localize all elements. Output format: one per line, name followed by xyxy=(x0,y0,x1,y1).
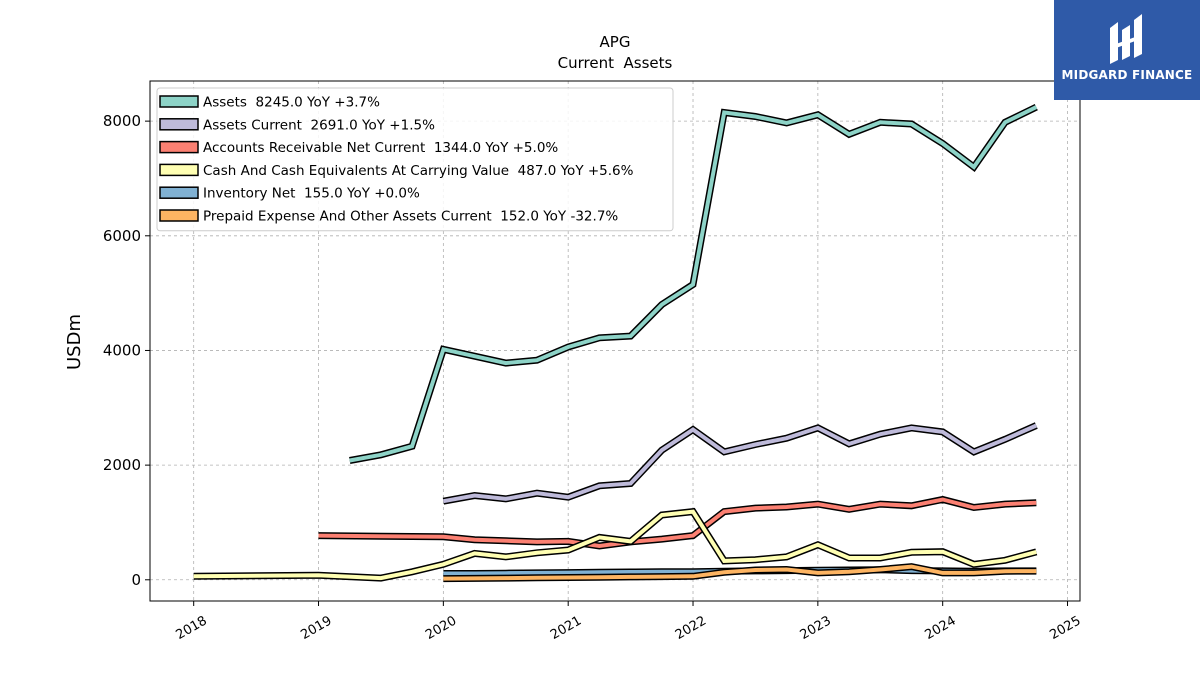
legend-swatch xyxy=(159,140,199,154)
legend-swatch xyxy=(159,186,199,199)
y-axis-label: USDm xyxy=(64,314,85,370)
legend-label: Prepaid Expense And Other Assets Current… xyxy=(203,209,618,225)
legend-swatch xyxy=(159,163,199,177)
x-tick-label: 2022 xyxy=(673,613,709,643)
legend-label: Inventory Net 155.0 YoY +0.0% xyxy=(203,186,420,202)
logo-mark-icon xyxy=(1110,14,1142,64)
x-tick-label: 2021 xyxy=(548,613,584,643)
x-tick-label: 2019 xyxy=(298,613,334,643)
series-line xyxy=(349,103,1038,464)
series-line-stroke xyxy=(443,564,1037,581)
y-tick-label: 2000 xyxy=(103,456,141,474)
x-tick-label: 2023 xyxy=(798,613,834,643)
legend-label: Accounts Receivable Net Current 1344.0 Y… xyxy=(203,140,558,156)
series-line xyxy=(443,563,1037,583)
y-tick-label: 8000 xyxy=(103,112,141,130)
midgard-finance-logo: MIDGARD FINANCE xyxy=(1054,0,1200,100)
chart-subtitle: Current Assets xyxy=(558,54,673,72)
legend-swatch xyxy=(159,209,199,222)
series-lines xyxy=(193,103,1038,583)
series-line-stroke xyxy=(349,105,1038,463)
legend-swatch xyxy=(159,118,199,131)
x-tick-label: 2018 xyxy=(174,613,210,643)
y-tick-label: 4000 xyxy=(103,341,141,359)
legend-label: Cash And Cash Equivalents At Carrying Va… xyxy=(203,163,634,179)
x-tick-label: 2024 xyxy=(923,613,959,643)
logo-text: MIDGARD FINANCE xyxy=(1061,68,1193,82)
legend-label: Assets 8245.0 YoY +3.7% xyxy=(203,95,380,111)
plot-frame xyxy=(149,80,1081,602)
series-line-stroke xyxy=(193,509,1037,581)
x-tick-label: 2020 xyxy=(423,613,459,643)
chart-title: APG xyxy=(600,33,631,51)
series-line-stroke xyxy=(443,423,1038,504)
series-line xyxy=(442,422,1038,505)
y-tick-label: 6000 xyxy=(103,227,141,245)
legend-swatch xyxy=(159,95,199,108)
y-tick-label: 0 xyxy=(131,571,141,589)
x-tick-label: 2025 xyxy=(1047,613,1083,643)
legend-label: Assets Current 2691.0 YoY +1.5% xyxy=(203,117,435,133)
legend-frame xyxy=(156,87,674,232)
series-line-stroke xyxy=(318,497,1037,549)
series-line xyxy=(193,507,1038,582)
series-line xyxy=(318,495,1037,550)
legend: Assets 8245.0 YoY +3.7% Assets Current 26… xyxy=(156,87,674,232)
